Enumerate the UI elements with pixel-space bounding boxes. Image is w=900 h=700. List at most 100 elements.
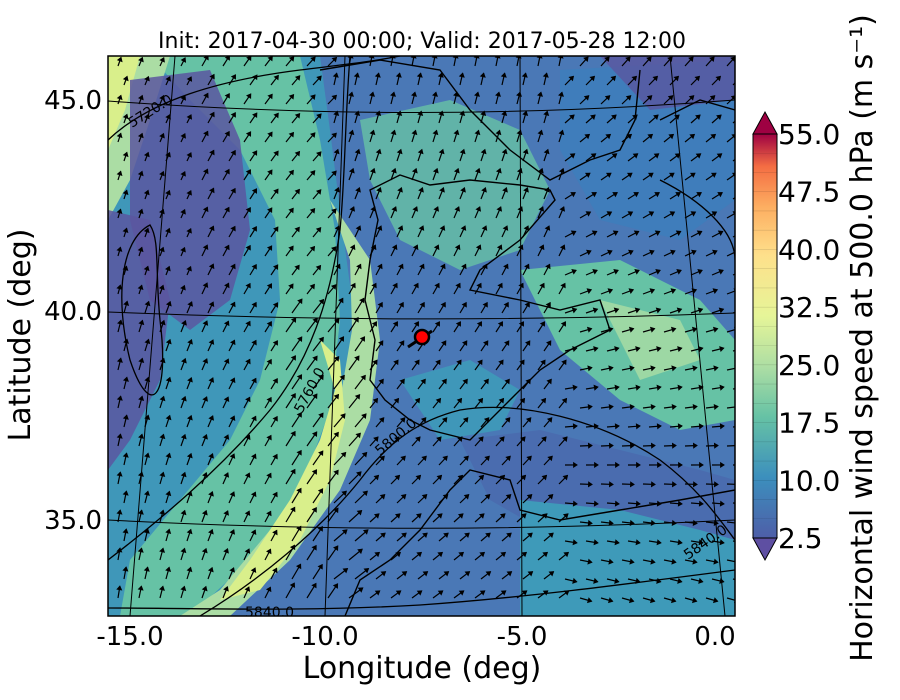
wind-vector-head: [632, 153, 639, 159]
wind-vector-head: [374, 551, 381, 558]
wind-vector-head: [401, 571, 408, 577]
wind-vector-head: [230, 263, 236, 270]
wind-vector-head: [738, 115, 742, 119]
wind-vector-head: [436, 474, 443, 481]
wind-vector-head: [180, 133, 186, 139]
wind-vector-head: [362, 490, 368, 497]
wind-vector-head: [522, 148, 529, 155]
wind-vector-head: [605, 133, 612, 140]
wind-vector-head: [608, 365, 614, 372]
wind-vector-head: [123, 338, 130, 344]
wind-vector: [726, 329, 735, 333]
wind-vector-head: [413, 282, 419, 289]
wind-vector-head: [272, 377, 278, 384]
wind-vector-head: [223, 396, 230, 402]
wind-vector-head: [209, 187, 215, 194]
wind-vector-head: [527, 532, 533, 539]
wind-vector-head: [137, 585, 144, 591]
wind-vector-head: [462, 378, 468, 385]
gridline-lon-5: [519, 56, 523, 616]
wind-vector-head: [653, 153, 660, 159]
wind-vector-head: [422, 532, 428, 539]
wind-vector-head: [265, 586, 272, 593]
wind-vector-head: [116, 208, 123, 214]
wind-vector-head: [499, 513, 506, 519]
wind-vector-head: [377, 301, 383, 308]
wind-vector-head: [586, 288, 593, 294]
wind-vector-head: [713, 365, 719, 372]
wind-vector-head: [273, 112, 279, 119]
wind-vector-head: [202, 282, 209, 288]
wind-vector-head: [354, 110, 361, 117]
wind-vector-head: [519, 359, 525, 366]
wind-vector-head: [604, 56, 610, 62]
wind-vector-head: [649, 288, 656, 294]
wind-vector-head: [208, 453, 214, 459]
wind-vector-head: [229, 453, 236, 459]
wind-vector-head: [522, 110, 529, 117]
wind-vector-head: [573, 461, 578, 469]
wind-vector-head: [476, 282, 482, 289]
wind-vector-head: [144, 300, 151, 307]
wind-vector-head: [180, 471, 187, 478]
wind-vector-head: [202, 509, 208, 516]
wind-vector-head: [230, 112, 236, 118]
colorbar-ticks: 55.0 47.5 40.0 32.5 25.0 17.5 10.0 2.5: [778, 118, 840, 555]
wind-vector-head: [376, 187, 382, 193]
wind-vector-head: [143, 151, 150, 158]
wind-vector-head: [371, 321, 377, 327]
wind-vector-head: [634, 307, 641, 314]
wind-vector-head: [165, 265, 171, 272]
wind-vector-head: [400, 455, 406, 462]
wind-vector-head: [209, 111, 215, 118]
wind-vector-head: [458, 551, 465, 558]
wind-vector-head: [695, 114, 701, 120]
wind-vector-head: [593, 423, 599, 430]
wind-vector-head: [634, 269, 640, 275]
wind-vector-head: [419, 263, 425, 270]
wind-vector-head: [569, 153, 576, 159]
wind-vector-head: [558, 91, 564, 97]
wind-vector-head: [453, 129, 460, 136]
wind-vector-head: [411, 167, 418, 174]
wind-vector-head: [165, 528, 172, 535]
wind-vector-head: [691, 249, 697, 256]
wind-vector-head: [143, 189, 150, 196]
x-axis-label: Longitude (deg): [303, 651, 542, 686]
wind-vector-head: [311, 582, 317, 589]
wind-vector-head: [312, 355, 318, 362]
wind-vector-head: [608, 519, 614, 526]
wind-vector-head: [159, 471, 166, 478]
wind-vector-head: [656, 423, 662, 430]
wind-vector-head: [203, 130, 209, 137]
wind-vector-head: [593, 384, 599, 391]
wind-vector-head: [310, 94, 316, 100]
wind-vector-head: [158, 284, 165, 291]
wind-vector-head: [711, 211, 718, 217]
wind-vector-head: [143, 227, 150, 234]
wind-vector-head: [694, 75, 701, 82]
wind-vector-head: [495, 91, 501, 97]
wind-vector-head: [480, 110, 487, 117]
wind-vector-head: [572, 500, 578, 507]
wind-vector-head: [245, 396, 251, 403]
wind-vector-head: [504, 378, 510, 385]
wind-vector-head: [629, 442, 635, 449]
gridline-lat-35: [108, 519, 735, 529]
wind-vector-head: [208, 490, 214, 497]
wind-vector-head: [393, 397, 400, 404]
wind-vector-head: [739, 193, 743, 197]
wind-vector-head: [540, 397, 547, 404]
wind-vector-head: [288, 283, 294, 290]
wind-vector-head: [180, 170, 186, 177]
wind-vector-head: [441, 378, 447, 385]
gridline-lat-45: [108, 99, 735, 113]
wind-vector-head: [180, 585, 187, 592]
wind-vector-head: [496, 206, 503, 212]
wind-vector-head: [137, 471, 144, 477]
wind-vector-head: [122, 376, 129, 382]
wind-vector-head: [273, 188, 279, 195]
wind-vector-head: [401, 532, 407, 539]
wind-vector: [726, 173, 735, 181]
wind-vector-head: [288, 93, 295, 100]
